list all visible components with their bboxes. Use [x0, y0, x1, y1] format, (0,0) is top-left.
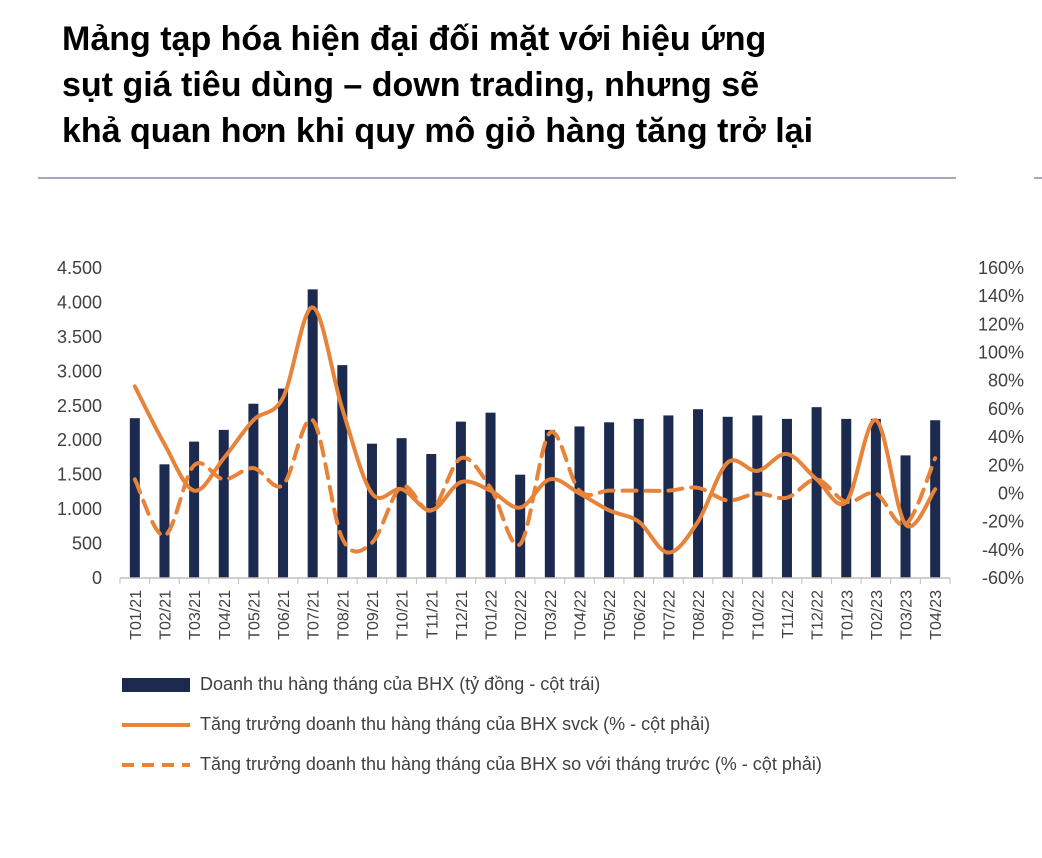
- x-tick-label: T07/21: [306, 590, 323, 640]
- bar-T03/22: [544, 429, 555, 578]
- right-tick-label: 20%: [988, 455, 1024, 475]
- right-tick-label: 40%: [988, 427, 1024, 447]
- x-tick-label: T04/21: [217, 590, 234, 640]
- right-tick-label: -20%: [982, 512, 1024, 532]
- x-tick-label: T07/22: [661, 590, 678, 640]
- x-axis-ticks: T01/21 T02/21 T03/21 T04/21 T05/21 T06/21 T07/…: [119, 578, 951, 640]
- bar-T03/21: [189, 441, 200, 578]
- bar-T06/22: [633, 418, 644, 578]
- x-tick-label: T01/22: [484, 590, 501, 640]
- bar-T02/22: [515, 474, 526, 578]
- title-line-1: Mảng tạp hóa hiện đại đối mặt với hiệu ứ…: [62, 20, 767, 58]
- bar-T06/21: [278, 388, 289, 578]
- left-tick-label: 2.500: [57, 396, 102, 416]
- legend-item-bar: Doanh thu hàng tháng của BHX (tỷ đồng - …: [120, 672, 1020, 712]
- left-tick-label: 3.500: [57, 327, 102, 347]
- right-tick-label: -60%: [982, 568, 1024, 588]
- legend-label-bar: Doanh thu hàng tháng của BHX (tỷ đồng - …: [200, 674, 601, 694]
- bar-T05/21: [248, 403, 259, 578]
- bar-T04/22: [574, 426, 585, 578]
- x-tick-label: T02/21: [157, 590, 174, 640]
- left-tick-label: 500: [72, 534, 102, 554]
- x-tick-label: T11/21: [424, 590, 441, 639]
- bar-T10/22: [752, 415, 763, 578]
- left-tick-label: 2.000: [57, 430, 102, 450]
- bar-series: [129, 289, 941, 578]
- right-tick-label: 120%: [978, 314, 1024, 334]
- x-tick-label: T03/22: [543, 590, 560, 640]
- x-tick-label: T05/22: [602, 590, 619, 640]
- right-tick-label: 160%: [978, 258, 1024, 278]
- right-tick-label: 140%: [978, 286, 1024, 306]
- legend-item-line-dash: Tăng trưởng doanh thu hàng tháng của BHX…: [120, 752, 1020, 792]
- right-tick-label: 60%: [988, 399, 1024, 419]
- title-line-3: khả quan hơn khi quy mô giỏ hàng tăng tr…: [62, 112, 814, 150]
- left-tick-label: 4.000: [57, 292, 102, 312]
- legend-label-line-dash: Tăng trưởng doanh thu hàng tháng của BHX…: [200, 754, 822, 774]
- x-tick-label: T12/22: [810, 590, 827, 640]
- x-tick-label: T08/22: [691, 590, 708, 640]
- bar-T04/21: [218, 429, 229, 578]
- bar-T08/21: [337, 365, 348, 578]
- bar-T11/21: [426, 454, 437, 578]
- chart-legend: Doanh thu hàng tháng của BHX (tỷ đồng - …: [120, 672, 1020, 792]
- left-tick-label: 4.500: [57, 258, 102, 278]
- legend-swatch-line-dash: [122, 763, 190, 767]
- bar-T10/21: [396, 438, 407, 578]
- bar-T02/21: [159, 464, 170, 578]
- x-tick-label: T03/23: [899, 590, 916, 640]
- x-tick-label: T04/23: [928, 590, 945, 640]
- legend-swatch-line-solid: [122, 723, 190, 727]
- bar-T12/22: [811, 407, 822, 578]
- x-tick-label: T03/21: [187, 590, 204, 640]
- x-tick-label: T12/21: [454, 590, 471, 640]
- x-tick-label: T01/21: [128, 590, 145, 640]
- legend-item-line-solid: Tăng trưởng doanh thu hàng tháng của BHX…: [120, 712, 1020, 752]
- line-mom-growth: [132, 417, 938, 554]
- bar-T07/21: [307, 289, 318, 578]
- title-divider-end: [1034, 177, 1042, 179]
- right-tick-label: -40%: [982, 540, 1024, 560]
- bar-T04/23: [930, 420, 941, 578]
- left-axis-ticks: 0 500 1.000 1.500 2.000 2.500 3.000 3.500 4.000 4…: [57, 258, 102, 588]
- x-tick-label: T01/23: [839, 590, 856, 640]
- right-tick-label: 100%: [978, 343, 1024, 363]
- x-tick-label: T04/22: [572, 590, 589, 640]
- x-tick-label: T10/22: [750, 590, 767, 640]
- x-tick-label: T11/22: [780, 590, 797, 639]
- left-tick-label: 1.000: [57, 499, 102, 519]
- bar-T09/21: [366, 443, 377, 578]
- bar-T01/21: [129, 418, 140, 578]
- right-axis-ticks: -60% -40% -20% 0% 20% 40% 60% 80% 100% 120% 140% 16…: [978, 258, 1024, 588]
- bar-T09/22: [722, 416, 733, 578]
- right-tick-label: 80%: [988, 371, 1024, 391]
- x-tick-label: T09/22: [721, 590, 738, 640]
- bar-T12/21: [455, 421, 466, 578]
- title-line-2: sụt giá tiêu dùng – down trading, nhưng …: [62, 66, 760, 104]
- bar-T01/22: [485, 412, 496, 578]
- left-tick-label: 0: [92, 568, 102, 588]
- bar-T02/23: [870, 418, 881, 578]
- bar-T05/22: [604, 422, 615, 578]
- chart-title: Mảng tạp hóa hiện đại đối mặt với hiệu ứ…: [62, 16, 962, 154]
- x-tick-label: T10/21: [395, 590, 412, 640]
- legend-label-line-solid: Tăng trưởng doanh thu hàng tháng của BHX…: [200, 714, 711, 734]
- x-tick-label: T05/21: [246, 590, 263, 640]
- right-tick-label: 0%: [998, 483, 1024, 503]
- x-tick-label: T02/22: [513, 590, 530, 640]
- left-tick-label: 3.000: [57, 361, 102, 381]
- bar-T03/23: [900, 455, 911, 578]
- legend-swatch-bar: [122, 678, 190, 692]
- x-tick-label: T06/21: [276, 590, 293, 640]
- bar-T08/22: [693, 409, 704, 578]
- bar-T07/22: [663, 415, 674, 578]
- x-tick-label: T08/21: [335, 590, 352, 640]
- title-divider: [38, 177, 956, 179]
- x-tick-label: T06/22: [632, 590, 649, 640]
- x-tick-label: T02/23: [869, 590, 886, 640]
- left-tick-label: 1.500: [57, 465, 102, 485]
- x-tick-label: T09/21: [365, 590, 382, 640]
